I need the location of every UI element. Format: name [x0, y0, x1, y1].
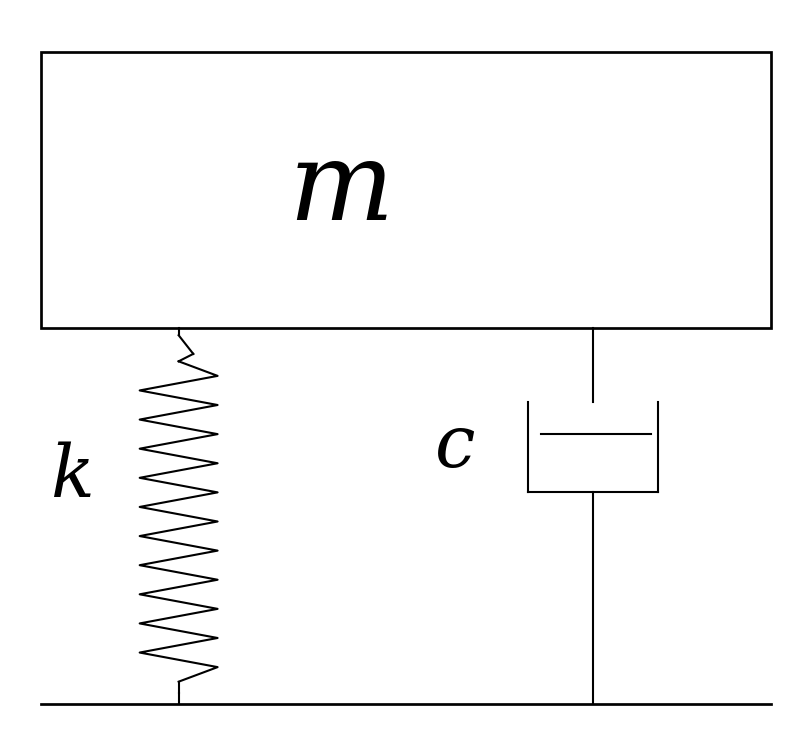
Text: c: c — [434, 412, 474, 482]
Text: k: k — [51, 442, 95, 512]
Text: m: m — [288, 136, 393, 244]
Bar — [41, 52, 770, 328]
